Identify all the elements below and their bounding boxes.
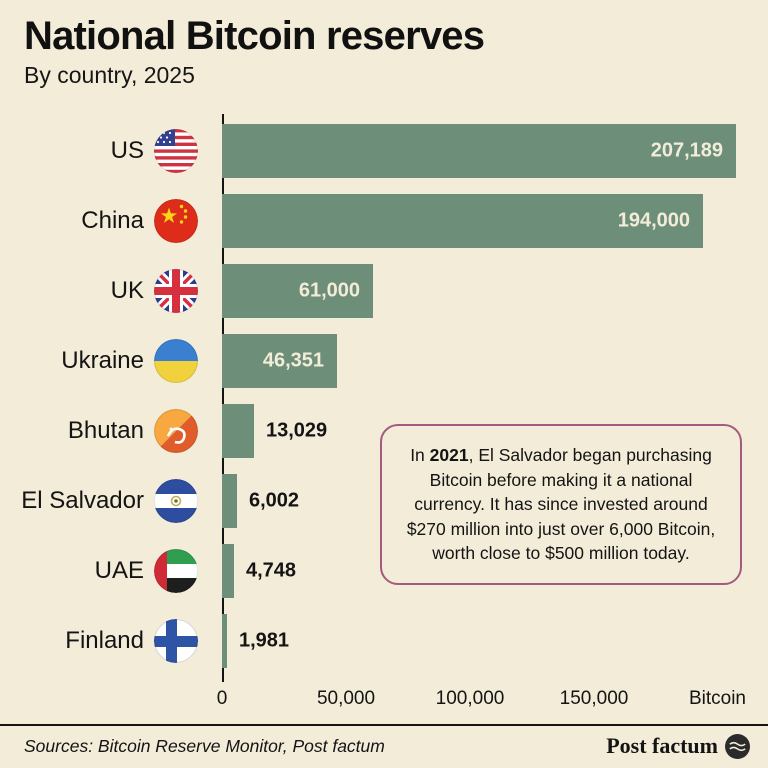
bhutan-flag-icon	[154, 409, 198, 453]
bar-track: 13,029	[222, 404, 736, 458]
page-title: National Bitcoin reserves	[24, 14, 485, 58]
country-label: Ukraine	[61, 347, 144, 374]
bar-value-label: 13,029	[266, 419, 328, 442]
header: National Bitcoin reserves By country, 20…	[24, 14, 485, 89]
uae-flag-icon	[154, 549, 198, 593]
us-flag-icon	[154, 129, 198, 173]
bar-china: 194,000	[222, 194, 703, 248]
bar-track: 6,002	[222, 474, 736, 528]
bar-el-salvador: 6,002	[222, 474, 299, 528]
x-tick-label: 150,000	[559, 688, 629, 709]
chart-row-bhutan: Bhutan 13,029	[0, 396, 768, 466]
bar-uae: 4,748	[222, 544, 296, 598]
x-tick-label: 0	[216, 688, 228, 709]
page-subtitle: By country, 2025	[24, 62, 195, 88]
bar-value-label: 6,002	[249, 489, 300, 512]
bar-value-label: 46,351	[262, 349, 324, 372]
chart-row-china: China 194,000	[0, 186, 768, 256]
bar-track: 194,000	[222, 194, 736, 248]
finland-flag-icon	[154, 619, 198, 663]
annotation-prefix: In	[410, 445, 430, 465]
footer-divider	[0, 724, 768, 726]
bar-ukraine: 46,351	[222, 334, 337, 388]
chart-row-uae: UAE 4,748	[0, 536, 768, 606]
post-factum-logo-icon	[725, 733, 750, 759]
annotation-body: , El Salvador began purchasing Bitcoin b…	[406, 445, 716, 563]
annotation-text: In 2021, El Salvador began purchasing Bi…	[400, 443, 722, 566]
bar-value-label: 1,981	[239, 629, 290, 652]
bar-value-label: 207,189	[650, 139, 723, 162]
bar-value-label: 194,000	[617, 209, 690, 232]
chart-row-uk: UK 61,000	[0, 256, 768, 326]
bar-track: 1,981	[222, 614, 736, 668]
x-tick-label: 100,000	[435, 688, 505, 709]
bar-us: 207,189	[222, 124, 736, 178]
x-axis-unit-label: Bitcoin	[688, 688, 746, 709]
country-label: US	[110, 137, 144, 164]
ukraine-flag-icon	[154, 339, 198, 383]
country-label: UAE	[94, 557, 144, 584]
china-flag-icon	[154, 199, 198, 243]
bar-value-label: 61,000	[298, 279, 360, 302]
chart-row-ukraine: Ukraine 46,351	[0, 326, 768, 396]
uk-flag-icon	[154, 269, 198, 313]
bar-track: 61,000	[222, 264, 736, 318]
brand-name: Post factum	[606, 733, 718, 758]
annotation-bold-year: 2021	[429, 445, 469, 465]
annotation-box: In 2021, El Salvador began purchasing Bi…	[380, 424, 742, 585]
chart-row-el-salvador: El Salvador 6,002	[0, 466, 768, 536]
country-label: El Salvador	[21, 487, 144, 514]
x-tick-label: 50,000	[316, 688, 376, 709]
bar-finland: 1,981	[222, 614, 289, 668]
bar-track: 46,351	[222, 334, 736, 388]
brand: Post factum	[606, 733, 750, 759]
bar-value-label: 4,748	[246, 559, 297, 582]
x-axis: 0 50,000 100,000 150,000 Bitcoin	[217, 688, 746, 714]
country-label: UK	[110, 277, 144, 304]
el-salvador-flag-icon	[154, 479, 198, 523]
country-label: China	[81, 207, 144, 234]
country-label: Finland	[65, 627, 144, 654]
chart-row-finland: Finland 1,981	[0, 606, 768, 676]
bar-track: 207,189	[222, 124, 736, 178]
sources-text: Sources: Bitcoin Reserve Monitor, Post f…	[24, 735, 385, 756]
footer: Sources: Bitcoin Reserve Monitor, Post f…	[24, 733, 750, 759]
y-axis-line	[222, 114, 224, 682]
bar-uk: 61,000	[222, 264, 373, 318]
bar-bhutan: 13,029	[222, 404, 327, 458]
bar-track: 4,748	[222, 544, 736, 598]
bar-chart: US 207,189 China 194,000 UK	[0, 116, 768, 676]
chart-row-us: US 207,189	[0, 116, 768, 186]
country-label: Bhutan	[67, 417, 144, 444]
